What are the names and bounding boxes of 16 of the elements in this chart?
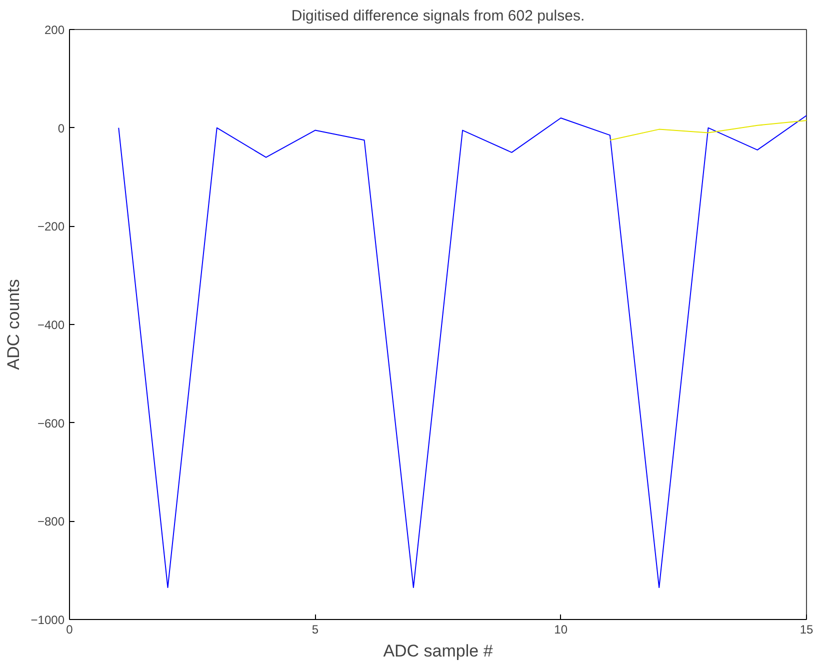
y-axis-title: ADC counts xyxy=(4,279,23,370)
y-tick-label: −800 xyxy=(37,514,65,529)
y-tick-label: 0 xyxy=(58,121,65,136)
line-series xyxy=(609,120,806,141)
x-tick-label: 10 xyxy=(554,622,568,636)
x-axis-title: ADC sample # xyxy=(383,642,494,660)
x-tick-label: 5 xyxy=(312,622,319,636)
y-tick-label: −400 xyxy=(37,318,65,332)
line-series xyxy=(118,115,806,588)
x-tick-label: 0 xyxy=(66,622,74,636)
x-tick-label: 15 xyxy=(800,622,814,636)
y-tick-label: −200 xyxy=(37,220,65,234)
y-tick-label: 200 xyxy=(44,23,65,37)
chart-title: Digitised difference signals from 602 pulses. xyxy=(291,8,585,24)
y-tick-label: −600 xyxy=(37,416,65,430)
y-tick-label: −1000 xyxy=(30,613,65,627)
